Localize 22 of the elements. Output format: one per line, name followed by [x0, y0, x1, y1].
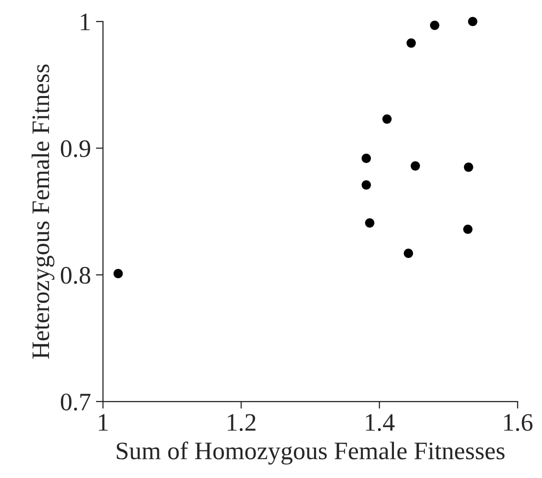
x-axis-title: Sum of Homozygous Female Fitnesses [116, 442, 505, 465]
point [365, 218, 374, 228]
point [410, 161, 420, 171]
x-tick-label: 1.6 [504, 414, 532, 432]
x-tick-label: 1.2 [228, 414, 256, 432]
y-tick-label: 1 [80, 14, 90, 30]
point [382, 114, 392, 124]
point [404, 248, 414, 258]
point [114, 268, 123, 278]
point [430, 20, 440, 30]
x-tick-label: 1 [98, 414, 108, 431]
point [406, 38, 416, 48]
point [362, 180, 371, 190]
y-tick-label: 0.9 [60, 140, 90, 158]
point [463, 224, 473, 234]
y-axis-title: Heterozygous Female Fitness [32, 64, 54, 359]
y-tick-label: 0.7 [60, 394, 90, 411]
y-tick-label: 0.8 [60, 266, 90, 284]
point [464, 162, 474, 172]
point [468, 16, 478, 26]
point [362, 154, 371, 163]
x-tick-label: 1.4 [366, 414, 395, 432]
